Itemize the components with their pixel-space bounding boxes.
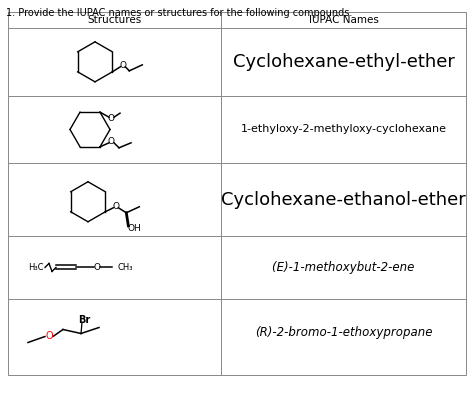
Text: (​E​)-1-methoxybut-2-ene: (​E​)-1-methoxybut-2-ene (272, 261, 415, 274)
Text: O: O (108, 137, 115, 146)
Text: O: O (45, 331, 53, 342)
Text: O: O (112, 202, 119, 211)
Text: Structures: Structures (87, 15, 142, 25)
Text: O: O (93, 263, 100, 272)
Text: CH₃: CH₃ (118, 263, 134, 272)
Text: Cyclohexane-ethyl-ether: Cyclohexane-ethyl-ether (233, 53, 455, 71)
Text: O: O (108, 114, 115, 123)
Text: Cyclohexane-ethanol-ether: Cyclohexane-ethanol-ether (221, 191, 466, 209)
Text: O: O (119, 61, 126, 70)
Text: (R)-2-bromo-1-ethoxypropane: (R)-2-bromo-1-ethoxypropane (255, 326, 432, 339)
Text: OH: OH (128, 224, 141, 233)
Text: IUPAC Names: IUPAC Names (309, 15, 378, 25)
Text: Br: Br (78, 316, 90, 325)
Text: 1. Provide the IUPAC names or structures for the following compounds.: 1. Provide the IUPAC names or structures… (6, 8, 352, 18)
Text: 1-ethyloxy-2-methyloxy-cyclohexane: 1-ethyloxy-2-methyloxy-cyclohexane (240, 125, 447, 134)
Text: H₃C: H₃C (28, 263, 44, 272)
